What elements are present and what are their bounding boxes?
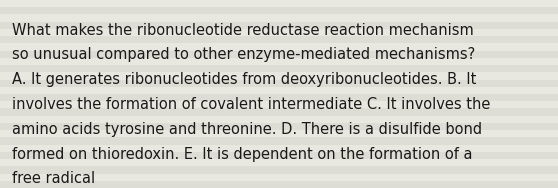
Bar — [0, 181, 558, 188]
Text: amino acids tyrosine and threonine. D. There is a disulfide bond: amino acids tyrosine and threonine. D. T… — [12, 122, 483, 137]
Bar — [0, 7, 558, 14]
Bar — [0, 36, 558, 43]
Bar — [0, 101, 558, 108]
Bar — [0, 166, 558, 174]
Bar — [0, 174, 558, 181]
Bar — [0, 130, 558, 137]
Bar — [0, 14, 558, 22]
Bar — [0, 145, 558, 152]
Bar — [0, 65, 558, 72]
Bar — [0, 116, 558, 123]
Bar — [0, 123, 558, 130]
Text: free radical: free radical — [12, 171, 95, 186]
Bar — [0, 43, 558, 51]
Bar — [0, 94, 558, 101]
Bar — [0, 87, 558, 94]
Bar — [0, 29, 558, 36]
Bar — [0, 80, 558, 87]
Bar — [0, 159, 558, 166]
Bar — [0, 0, 558, 7]
Bar — [0, 108, 558, 116]
Bar — [0, 137, 558, 145]
Bar — [0, 152, 558, 159]
Text: formed on thioredoxin. E. It is dependent on the formation of a: formed on thioredoxin. E. It is dependen… — [12, 147, 473, 162]
Text: What makes the ribonucleotide reductase reaction mechanism: What makes the ribonucleotide reductase … — [12, 23, 474, 38]
Text: A. It generates ribonucleotides from deoxyribonucleotides. B. It: A. It generates ribonucleotides from deo… — [12, 72, 477, 87]
Bar — [0, 58, 558, 65]
Text: so unusual compared to other enzyme-mediated mechanisms?: so unusual compared to other enzyme-medi… — [12, 47, 475, 62]
Text: involves the formation of covalent intermediate C. It involves the: involves the formation of covalent inter… — [12, 97, 490, 112]
Bar — [0, 51, 558, 58]
Bar — [0, 72, 558, 80]
Bar — [0, 22, 558, 29]
